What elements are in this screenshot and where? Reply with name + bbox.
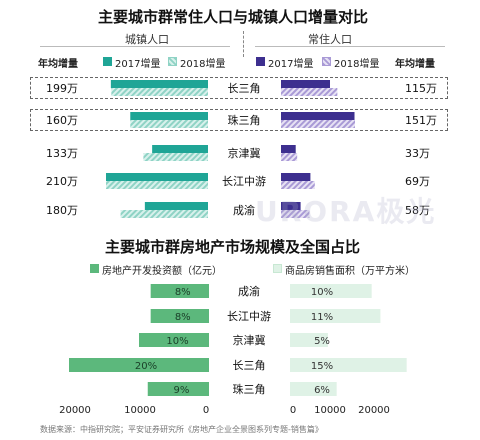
bar-sales-area-chengyu [290,284,372,298]
left-axis-label: 年均增量 [38,59,78,70]
legend-urban-2017: 2017增量 [115,59,161,70]
bar-sales-area-jingjinji [290,333,328,347]
right-section-header: 常住人口 [308,33,352,46]
right-axis-label: 年均增量 [395,59,435,70]
bar-urban-2018-jingjinji [143,153,208,161]
bottom-category-label-pearl-delta: 珠三角 [233,382,266,396]
urban-value-label-middle-yangtze: 210万 [46,175,78,188]
bar-sales-area-yangtze-delta [290,358,407,372]
bar-resident-2017-yangtze-delta [281,80,331,88]
legend-sales-area: 商品房销售面积（万平方米） [285,266,415,277]
center-divider [243,31,244,57]
legend-swatch-urban-2018 [168,57,177,66]
category-label-yangtze-delta: 长三角 [228,82,261,95]
bar-resident-2017-jingjinji [281,145,296,153]
bar-urban-2018-middle-yangtze [106,181,208,189]
category-label-jingjinji: 京津冀 [228,146,261,160]
legend-swatch-urban-2017 [103,57,112,66]
sales-share-middle-yangtze: 11% [311,312,333,323]
legend-swatch-resident-2017 [256,57,265,66]
top-chart-title: 主要城市群常住人口与城镇人口增量对比 [98,8,369,26]
bar-urban-2017-middle-yangtze [106,173,208,181]
legend-resident-2018: 2018增量 [334,59,380,70]
highlight-box-pearl-delta [30,109,448,131]
bottom-category-label-middle-yangtze: 长江中游 [227,310,271,323]
highlight-box-yangtze-delta [30,77,448,99]
bottom-chart-title: 主要城市群房地产市场规模及全国占比 [105,238,361,256]
bottom-category-label-yangtze-delta: 长三角 [233,359,266,372]
bar-resident-2017-middle-yangtze [281,173,311,181]
watermark-logo: URORA极光 [255,195,437,228]
right-header-rule [255,46,445,47]
category-label-middle-yangtze: 长江中游 [222,175,266,188]
bar-resident-2017-chengyu [281,202,301,210]
bar-investment-yangtze-delta [69,358,209,372]
resident-value-label-yangtze-delta: 115万 [405,82,437,95]
left-header-rule [40,46,230,47]
bar-resident-2018-yangtze-delta [281,88,338,96]
sales-share-chengyu: 10% [311,287,333,298]
tick-left-10000: 10000 [124,405,156,416]
legend-urban-2018: 2018增量 [180,59,226,70]
investment-share-pearl-delta: 9% [174,385,190,396]
sales-share-yangtze-delta: 15% [311,361,333,372]
urban-value-label-pearl-delta: 160万 [46,114,78,127]
resident-value-label-middle-yangtze: 69万 [405,175,430,188]
urban-value-label-jingjinji: 133万 [46,147,78,160]
category-label-pearl-delta: 珠三角 [228,113,261,127]
tick-left-0: 0 [203,405,209,416]
resident-value-label-pearl-delta: 151万 [405,114,437,127]
legend-swatch-resident-2018 [322,57,331,66]
category-label-chengyu: 成渝 [233,203,255,217]
bar-investment-middle-yangtze [150,309,209,323]
legend-swatch-investment [90,264,99,273]
sales-share-jingjinji: 5% [314,336,330,347]
bottom-category-label-jingjinji: 京津冀 [233,333,266,347]
bar-sales-area-middle-yangtze [290,309,381,323]
bar-urban-2018-pearl-delta [130,120,208,128]
bar-sales-area-pearl-delta [290,382,337,396]
source-footnote: 数据来源：中指研究院；平安证券研究所《房地产企业全景图系列专题-销售篇》 [40,425,323,434]
legend-investment: 房地产开发投资额（亿元） [102,266,222,277]
sales-share-pearl-delta: 6% [314,385,330,396]
legend-swatch-sales-area [273,264,282,273]
bar-investment-jingjinji [139,333,209,347]
resident-value-label-chengyu: 58万 [405,204,430,217]
bar-urban-2017-pearl-delta [130,112,208,120]
investment-share-yangtze-delta: 20% [135,361,157,372]
investment-share-middle-yangtze: 8% [175,312,191,323]
bar-urban-2017-yangtze-delta [110,80,208,88]
bar-urban-2017-chengyu [144,202,208,210]
investment-share-chengyu: 8% [175,287,191,298]
bar-resident-2018-chengyu [281,210,310,218]
bar-investment-pearl-delta [147,382,209,396]
bottom-category-label-chengyu: 成渝 [238,284,260,298]
urban-value-label-chengyu: 180万 [46,204,78,217]
bar-urban-2018-chengyu [120,210,208,218]
tick-right-0: 0 [290,405,296,416]
bar-urban-2017-jingjinji [152,145,208,153]
resident-value-label-jingjinji: 33万 [405,147,430,160]
legend-resident-2017: 2017增量 [268,59,314,70]
bar-resident-2018-pearl-delta [281,120,355,128]
tick-right-10000: 10000 [314,405,346,416]
tick-left-20000: 20000 [59,405,91,416]
bar-resident-2018-jingjinji [281,153,298,161]
bar-resident-2018-middle-yangtze [281,181,315,189]
bar-urban-2018-yangtze-delta [111,88,208,96]
left-section-header: 城镇人口 [125,33,169,46]
urban-value-label-yangtze-delta: 199万 [46,82,78,95]
tick-right-20000: 20000 [358,405,390,416]
bar-investment-chengyu [150,284,209,298]
bar-resident-2017-pearl-delta [281,112,355,120]
investment-share-jingjinji: 10% [166,336,188,347]
